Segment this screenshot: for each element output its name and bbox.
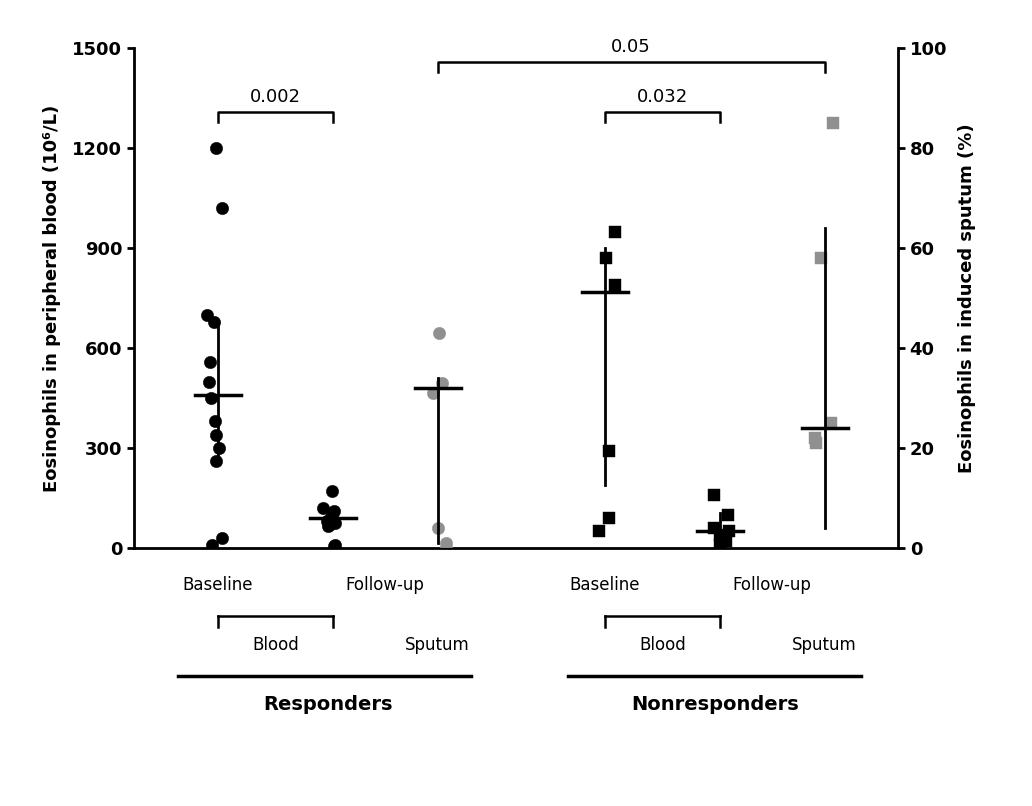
- Point: [607, 278, 623, 291]
- Point: [215, 202, 231, 214]
- Point: [706, 521, 722, 534]
- Point: [714, 532, 731, 545]
- Point: [598, 251, 614, 264]
- Point: [211, 442, 227, 455]
- Text: Baseline: Baseline: [183, 575, 253, 593]
- Point: [205, 315, 222, 328]
- Point: [590, 525, 607, 538]
- Point: [438, 542, 454, 555]
- Y-axis label: Eosinophils in induced sputum (%): Eosinophils in induced sputum (%): [959, 123, 976, 473]
- Point: [720, 525, 737, 538]
- Point: [438, 537, 454, 550]
- Point: [807, 432, 824, 445]
- Point: [825, 117, 841, 130]
- Point: [206, 415, 223, 428]
- Point: [319, 515, 335, 528]
- Text: Nonresponders: Nonresponders: [631, 696, 799, 714]
- Text: Blood: Blood: [252, 635, 298, 654]
- Point: [214, 532, 230, 545]
- Point: [824, 417, 840, 430]
- Point: [601, 512, 617, 525]
- Text: Sputum: Sputum: [793, 635, 857, 654]
- Point: [202, 355, 219, 368]
- Text: 0.05: 0.05: [611, 38, 651, 56]
- Text: Follow-up: Follow-up: [733, 575, 812, 593]
- Point: [425, 387, 442, 400]
- Point: [717, 535, 734, 548]
- Point: [326, 505, 343, 518]
- Text: Responders: Responders: [263, 696, 392, 714]
- Text: Blood: Blood: [639, 635, 686, 654]
- Point: [203, 392, 220, 405]
- Text: Baseline: Baseline: [570, 575, 640, 593]
- Point: [607, 225, 623, 238]
- Point: [203, 538, 220, 551]
- Text: 0.032: 0.032: [637, 88, 688, 106]
- Text: Follow-up: Follow-up: [346, 575, 425, 593]
- Point: [323, 512, 340, 525]
- Point: [321, 518, 337, 531]
- Point: [602, 445, 618, 458]
- Point: [325, 540, 342, 553]
- Point: [327, 538, 344, 551]
- Point: [712, 538, 729, 551]
- Point: [429, 521, 446, 534]
- Point: [813, 251, 830, 264]
- Point: [706, 488, 722, 501]
- Point: [711, 528, 728, 541]
- Point: [321, 513, 337, 526]
- Point: [323, 509, 340, 521]
- Point: [199, 309, 216, 322]
- Text: Sputum: Sputum: [406, 635, 470, 654]
- Point: [315, 501, 331, 514]
- Text: 0.002: 0.002: [250, 88, 301, 106]
- Point: [327, 517, 344, 530]
- Point: [207, 455, 224, 468]
- Point: [719, 509, 736, 521]
- Point: [323, 485, 340, 498]
- Y-axis label: Eosinophils in peripheral blood (10⁶/L): Eosinophils in peripheral blood (10⁶/L): [43, 105, 61, 492]
- Point: [201, 375, 218, 388]
- Point: [207, 428, 224, 441]
- Point: [207, 142, 224, 155]
- Point: [430, 326, 447, 339]
- Point: [433, 376, 450, 389]
- Point: [808, 437, 825, 450]
- Point: [320, 520, 336, 533]
